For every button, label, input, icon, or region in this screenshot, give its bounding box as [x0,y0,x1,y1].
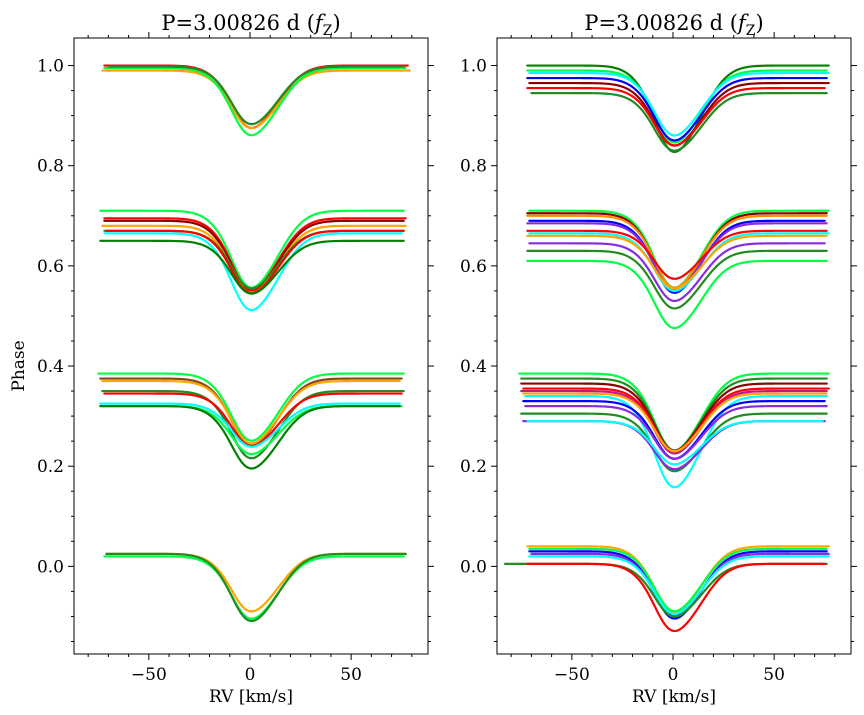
series-line [103,217,407,292]
series-line [103,229,405,290]
series-line [103,66,407,137]
series-line [528,550,828,620]
y-axis-label: Phase [9,340,29,391]
chart-title-close: ) [332,11,340,35]
plot-frame [73,37,429,655]
x-axis-label: RV [km/s] [209,687,293,707]
chart-panel-1: 0.0 0.2 0.4 0.6 0.8 1.0 −50 0 50 RV [km/s] Phase P=… [9,11,434,707]
x-tick-label: 0 [668,665,679,685]
y-tick-label: 0.0 [37,557,64,577]
y-tick-label: 0.8 [460,157,487,177]
chart-title-text: P=3.00826 d ( [584,11,738,35]
y-tick-label: 0.2 [37,457,64,477]
series-line [528,232,830,292]
series-group [503,64,830,633]
x-tick-label: 50 [763,665,785,685]
y-tick-label: 0.6 [37,257,64,277]
series-line [522,387,830,453]
chart-title-subscript: Z [746,23,756,39]
y-tick-label: 0.2 [460,457,487,477]
x-tick-label: 0 [245,665,256,685]
chart-title: P=3.00826 d (fZ) [161,11,340,39]
series-line [520,389,828,455]
x-tick-label: 50 [340,665,362,685]
series-line [101,69,411,130]
chart-title-symbol: f [736,11,749,35]
series-line [101,379,401,445]
y-tick-label: 1.0 [460,57,487,77]
series-line [107,65,405,126]
series-line [526,234,828,290]
series-group [97,64,411,623]
chart-title-text: P=3.00826 d ( [161,11,315,35]
series-line [526,249,828,310]
chart-title-subscript: Z [323,23,333,39]
series-line [520,412,828,473]
plot-frame [496,37,852,655]
x-axis-label: RV [km/s] [632,687,716,707]
chart-title: P=3.00826 d (fZ) [584,11,763,39]
x-tick-label: −50 [131,665,167,685]
y-tick-label: 0.4 [460,357,487,377]
series-line [530,91,828,152]
series-line [528,71,830,137]
series-line [526,229,828,280]
x-tick-label: −50 [554,665,590,685]
series-line [526,259,828,330]
y-tick-label: 1.0 [37,57,64,77]
chart-panel-2: 0.0 0.2 0.4 0.6 0.8 1.0 −50 0 50 RV [km/s] P=3.008… [460,11,857,707]
series-line [105,552,407,623]
series-line [526,76,828,142]
chart-title-symbol: f [313,11,326,35]
series-line [101,224,407,295]
series-line [99,402,401,448]
series-line [103,232,403,312]
y-tick-label: 0.6 [460,257,487,277]
series-line [528,242,826,303]
series-line [518,372,830,452]
series-line [526,69,828,144]
series-line [99,239,405,295]
y-tick-label: 0.4 [37,357,64,377]
series-line [97,372,405,442]
chart-title-close: ) [755,11,763,35]
series-line [528,547,828,613]
series-line [103,392,403,448]
series-line [99,209,405,289]
series-line [522,420,826,471]
y-tick-label: 0.8 [37,157,64,177]
y-tick-label: 0.0 [460,557,487,577]
series-line [524,405,828,460]
series-line [524,394,828,489]
series-line [99,405,401,470]
series-line [526,562,826,633]
series-line [103,555,405,620]
series-line [526,420,824,466]
series-line [99,377,403,447]
series-line [101,389,405,460]
series-line [528,219,826,294]
series-line [526,86,826,147]
series-line [522,392,828,453]
series-line [528,555,830,616]
series-line [105,552,407,613]
series-line [103,64,409,130]
